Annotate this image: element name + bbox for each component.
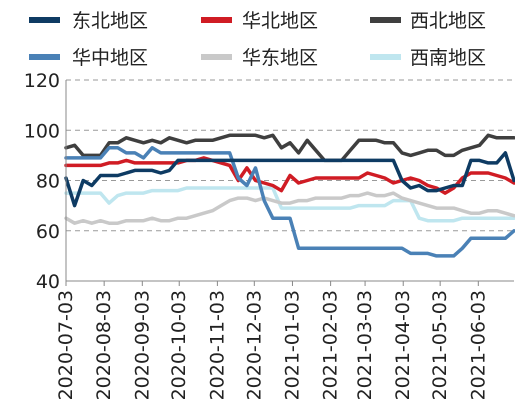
x-tick-label: 2020-08-03 [93,290,115,400]
x-tick-label: 2020-11-03 [206,290,228,400]
x-tick-label: 2020-10-03 [168,290,190,400]
y-tick-label: 80 [36,171,60,193]
x-tick-label: 2021-04-03 [392,290,414,400]
x-tick-label: 2020-07-03 [55,290,77,400]
series-line-0 [64,151,515,208]
x-tick-label: 2021-01-03 [281,290,303,400]
x-tick-label: 2021-06-03 [467,290,489,400]
x-tick-label: 2020-12-03 [243,290,265,400]
series-line-5 [64,186,515,223]
x-tick-label: 2020-09-03 [131,290,153,400]
legend-label-dongbei: 东北地区 [72,10,148,32]
x-axis-ticks: 2020-07-03 2020-08-03 2020-09-03 2020-10-03… [55,281,489,400]
legend-label-xinan: 西南地区 [410,47,486,69]
x-tick-label: 2021-05-03 [429,290,451,400]
y-tick-label: 120 [24,70,60,92]
x-tick-label: 2021-02-03 [320,290,342,400]
y-tick-label: 40 [36,271,60,293]
legend-label-huabei: 华北地区 [242,10,318,32]
x-tick-label: 2021-03-03 [354,290,376,400]
series-line-3 [64,146,515,258]
y-axis-ticks: 40 60 80 100 120 [24,70,60,293]
legend-label-huazhong: 华中地区 [72,47,148,69]
series-line-4 [64,191,515,225]
y-tick-label: 100 [24,120,60,142]
series-lines [64,133,515,258]
grid [66,79,514,232]
series-line-2 [64,133,515,163]
legend-label-huadong: 华东地区 [242,47,318,69]
y-tick-label: 60 [36,221,60,243]
legend: 东北地区 华北地区 西北地区 华中地区 华东地区 西南地区 [29,10,486,69]
legend-label-xibei: 西北地区 [410,10,486,32]
